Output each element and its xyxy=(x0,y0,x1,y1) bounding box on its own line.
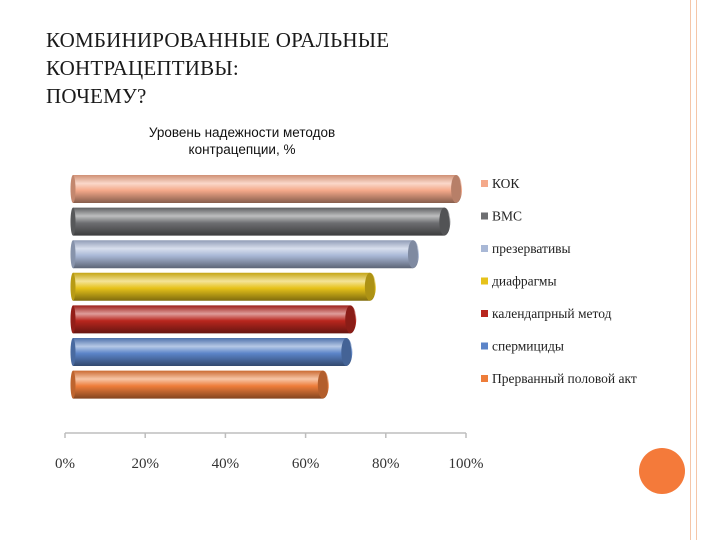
bar-4 xyxy=(70,272,376,301)
chart-bars xyxy=(70,175,463,399)
slide-title: КОМБИНИРОВАННЫЕ ОРАЛЬНЫЕ КОНТРАЦЕПТИВЫ: … xyxy=(46,26,606,110)
x-axis: 0% 20% 40% 60% 80% 100% xyxy=(55,432,484,472)
decorative-border-line-inner xyxy=(690,0,691,540)
bar-2 xyxy=(70,207,451,236)
x-tick-label-2: 20% xyxy=(131,456,159,472)
legend-label-3: презервативы xyxy=(492,241,571,256)
legend-label-2: ВМС xyxy=(492,209,522,224)
decorative-accent-circle xyxy=(639,448,685,494)
legend-swatch-6 xyxy=(481,342,488,350)
chart-title-line-1: Уровень надежности методов xyxy=(149,125,335,140)
legend-swatch-7 xyxy=(481,375,488,382)
bar-3 xyxy=(70,240,419,269)
legend-label-7: Прерванный половой акт xyxy=(492,371,637,386)
legend-swatch-3 xyxy=(481,245,488,252)
x-tick-label-3: 40% xyxy=(212,456,240,472)
legend-label-6: спермициды xyxy=(492,339,564,354)
legend-swatch-5 xyxy=(481,310,488,317)
x-tick-label-6: 100% xyxy=(449,456,484,472)
legend-label-5: календапрный метод xyxy=(492,306,612,321)
bar-6 xyxy=(70,338,353,366)
slide-title-line-1: КОМБИНИРОВАННЫЕ ОРАЛЬНЫЕ xyxy=(46,28,390,52)
legend-swatch-1 xyxy=(481,180,488,187)
x-tick-label-1: 0% xyxy=(55,456,75,472)
legend-swatch-2 xyxy=(481,212,488,220)
x-tick-label-4: 60% xyxy=(292,456,320,472)
slide-title-line-2: КОНТРАЦЕПТИВЫ: xyxy=(46,56,239,80)
x-tick-label-5: 80% xyxy=(372,456,400,472)
bar-7 xyxy=(70,370,329,399)
legend-swatch-4 xyxy=(481,277,488,285)
chart-title: Уровень надежности методов контрацепции, … xyxy=(149,125,335,157)
decorative-border-line-outer xyxy=(696,0,697,540)
chart-title-line-2: контрацепции, % xyxy=(189,142,296,157)
bar-5 xyxy=(70,305,357,334)
legend-label-1: КОК xyxy=(492,176,520,191)
chart-legend: КОК ВМС презервативы диафрагмы календапрный … xyxy=(481,176,637,386)
legend-label-4: диафрагмы xyxy=(492,274,557,289)
bar-1 xyxy=(70,175,463,203)
slide-title-line-3: ПОЧЕМУ? xyxy=(46,84,147,108)
